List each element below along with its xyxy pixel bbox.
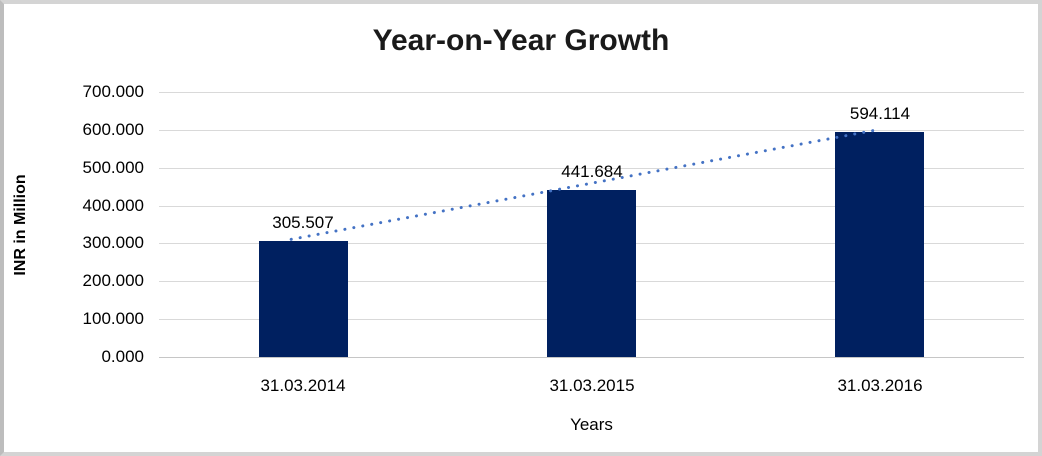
gridline — [159, 130, 1024, 131]
y-tick-label: 100.000 — [82, 309, 144, 328]
x-axis-title: Years — [570, 415, 613, 434]
bar-value-label: 305.507 — [272, 213, 334, 232]
bar — [259, 241, 348, 357]
y-tick-label: 500.000 — [82, 158, 144, 177]
bar — [835, 132, 924, 357]
bar-value-label: 594.114 — [849, 104, 911, 123]
plot-area: 305.507 441.684 594.114 — [159, 92, 1024, 358]
x-tick-label: 31.03.2014 — [260, 376, 346, 395]
bar-value-label: 441.684 — [561, 162, 623, 181]
chart-title: Year-on-Year Growth — [372, 24, 670, 57]
y-tick-label: 600.000 — [82, 120, 144, 139]
x-axis-line — [159, 357, 1024, 358]
y-tick-label: 0.000 — [101, 347, 144, 366]
y-tick-label: 300.000 — [82, 233, 144, 252]
y-tick-label: 700.000 — [82, 82, 144, 101]
x-tick-label: 31.03.2016 — [837, 376, 923, 395]
gridline — [159, 92, 1024, 93]
bar — [547, 190, 636, 357]
y-tick-label: 200.000 — [82, 271, 144, 290]
y-tick-label: 400.000 — [82, 196, 144, 215]
x-tick-label: 31.03.2015 — [549, 376, 635, 395]
